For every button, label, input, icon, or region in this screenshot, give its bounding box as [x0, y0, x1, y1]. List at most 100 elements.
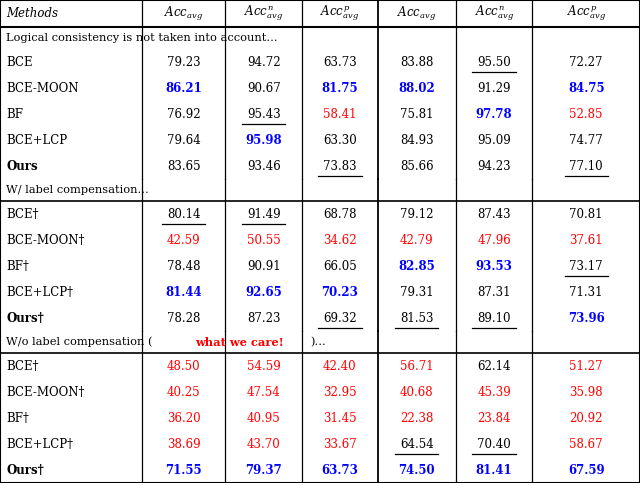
Text: W/o label compensation (: W/o label compensation ( [6, 337, 153, 347]
Text: 45.39: 45.39 [477, 385, 511, 398]
Text: 38.69: 38.69 [167, 438, 200, 451]
Text: 42.40: 42.40 [323, 360, 356, 373]
Text: 23.84: 23.84 [477, 412, 511, 425]
Text: BCE-MOON: BCE-MOON [6, 82, 79, 95]
Text: 73.17: 73.17 [570, 260, 603, 273]
Text: 70.23: 70.23 [321, 285, 358, 298]
Text: 91.29: 91.29 [477, 82, 511, 95]
Text: $Acc_{avg}^{p}$: $Acc_{avg}^{p}$ [567, 4, 605, 23]
Text: 94.72: 94.72 [247, 56, 280, 69]
Text: 42.79: 42.79 [400, 234, 433, 247]
Text: 95.09: 95.09 [477, 134, 511, 147]
Text: 85.66: 85.66 [400, 160, 433, 173]
Text: 76.92: 76.92 [167, 108, 200, 121]
Text: 56.71: 56.71 [400, 360, 433, 373]
Text: 77.10: 77.10 [570, 160, 603, 173]
Text: 40.95: 40.95 [247, 412, 280, 425]
Text: 36.20: 36.20 [167, 412, 200, 425]
Text: 92.65: 92.65 [245, 285, 282, 298]
Text: 93.46: 93.46 [247, 160, 280, 173]
Text: 81.75: 81.75 [321, 82, 358, 95]
Text: 91.49: 91.49 [247, 208, 280, 221]
Text: 81.53: 81.53 [400, 312, 433, 325]
Text: 81.44: 81.44 [165, 285, 202, 298]
Text: 63.73: 63.73 [323, 56, 356, 69]
Text: 82.85: 82.85 [398, 260, 435, 273]
Text: Ours†: Ours† [6, 312, 44, 325]
Text: 87.23: 87.23 [247, 312, 280, 325]
Text: 58.67: 58.67 [570, 438, 603, 451]
Text: W/ label compensation...: W/ label compensation... [6, 185, 149, 195]
Text: 70.81: 70.81 [570, 208, 603, 221]
Text: 95.43: 95.43 [247, 108, 280, 121]
Text: BCE†: BCE† [6, 360, 39, 373]
Text: 54.59: 54.59 [247, 360, 280, 373]
Text: 95.98: 95.98 [245, 134, 282, 147]
Text: 90.91: 90.91 [247, 260, 280, 273]
Text: 79.12: 79.12 [400, 208, 433, 221]
Text: 80.14: 80.14 [167, 208, 200, 221]
Text: 63.73: 63.73 [321, 464, 358, 477]
Text: 87.43: 87.43 [477, 208, 511, 221]
Text: 95.50: 95.50 [477, 56, 511, 69]
Text: BF†: BF† [6, 260, 29, 273]
Text: 35.98: 35.98 [570, 385, 603, 398]
Text: 58.41: 58.41 [323, 108, 356, 121]
Text: 74.50: 74.50 [398, 464, 435, 477]
Text: BF†: BF† [6, 412, 29, 425]
Text: 34.62: 34.62 [323, 234, 356, 247]
Text: 81.41: 81.41 [476, 464, 513, 477]
Text: 94.23: 94.23 [477, 160, 511, 173]
Text: what we care!: what we care! [195, 337, 284, 348]
Text: 47.54: 47.54 [247, 385, 280, 398]
Text: 31.45: 31.45 [323, 412, 356, 425]
Text: 78.28: 78.28 [167, 312, 200, 325]
Text: 67.59: 67.59 [568, 464, 605, 477]
Text: 73.83: 73.83 [323, 160, 356, 173]
Text: BCE+LCP†: BCE+LCP† [6, 438, 74, 451]
Text: 71.55: 71.55 [165, 464, 202, 477]
Text: 63.30: 63.30 [323, 134, 356, 147]
Text: 66.05: 66.05 [323, 260, 356, 273]
Text: 83.65: 83.65 [167, 160, 200, 173]
Text: 47.96: 47.96 [477, 234, 511, 247]
Text: 84.75: 84.75 [568, 82, 605, 95]
Text: $Acc_{avg}^{n}$: $Acc_{avg}^{n}$ [244, 4, 283, 23]
Text: 93.53: 93.53 [476, 260, 513, 273]
Text: 79.23: 79.23 [167, 56, 200, 69]
Text: 71.31: 71.31 [570, 285, 603, 298]
Text: 52.85: 52.85 [570, 108, 603, 121]
Text: 79.64: 79.64 [167, 134, 200, 147]
Text: BF: BF [6, 108, 24, 121]
Text: 43.70: 43.70 [247, 438, 280, 451]
Text: 68.78: 68.78 [323, 208, 356, 221]
Text: Methods: Methods [6, 7, 58, 20]
Text: )...: )... [310, 337, 326, 347]
Text: 37.61: 37.61 [570, 234, 603, 247]
Text: 89.10: 89.10 [477, 312, 511, 325]
Text: 73.96: 73.96 [568, 312, 605, 325]
Text: 40.68: 40.68 [400, 385, 433, 398]
Text: 64.54: 64.54 [400, 438, 433, 451]
Text: BCE-MOON†: BCE-MOON† [6, 385, 84, 398]
Text: $Acc_{avg}$: $Acc_{avg}$ [164, 5, 203, 23]
Text: 79.31: 79.31 [400, 285, 433, 298]
Text: 75.81: 75.81 [400, 108, 433, 121]
Text: 42.59: 42.59 [167, 234, 200, 247]
Text: 32.95: 32.95 [323, 385, 356, 398]
Text: $Acc_{avg}^{n}$: $Acc_{avg}^{n}$ [475, 4, 513, 23]
Text: Logical consistency is not taken into account...: Logical consistency is not taken into ac… [6, 33, 278, 43]
Text: 69.32: 69.32 [323, 312, 356, 325]
Text: BCE+LCP: BCE+LCP [6, 134, 68, 147]
Text: 74.77: 74.77 [570, 134, 603, 147]
Text: BCE†: BCE† [6, 208, 39, 221]
Text: 88.02: 88.02 [398, 82, 435, 95]
Text: Ours†: Ours† [6, 464, 44, 477]
Text: $Acc_{avg}$: $Acc_{avg}$ [397, 5, 436, 23]
Text: 22.38: 22.38 [400, 412, 433, 425]
Text: 70.40: 70.40 [477, 438, 511, 451]
Text: BCE: BCE [6, 56, 33, 69]
Text: 86.21: 86.21 [165, 82, 202, 95]
Text: 72.27: 72.27 [570, 56, 603, 69]
Text: BCE+LCP†: BCE+LCP† [6, 285, 74, 298]
